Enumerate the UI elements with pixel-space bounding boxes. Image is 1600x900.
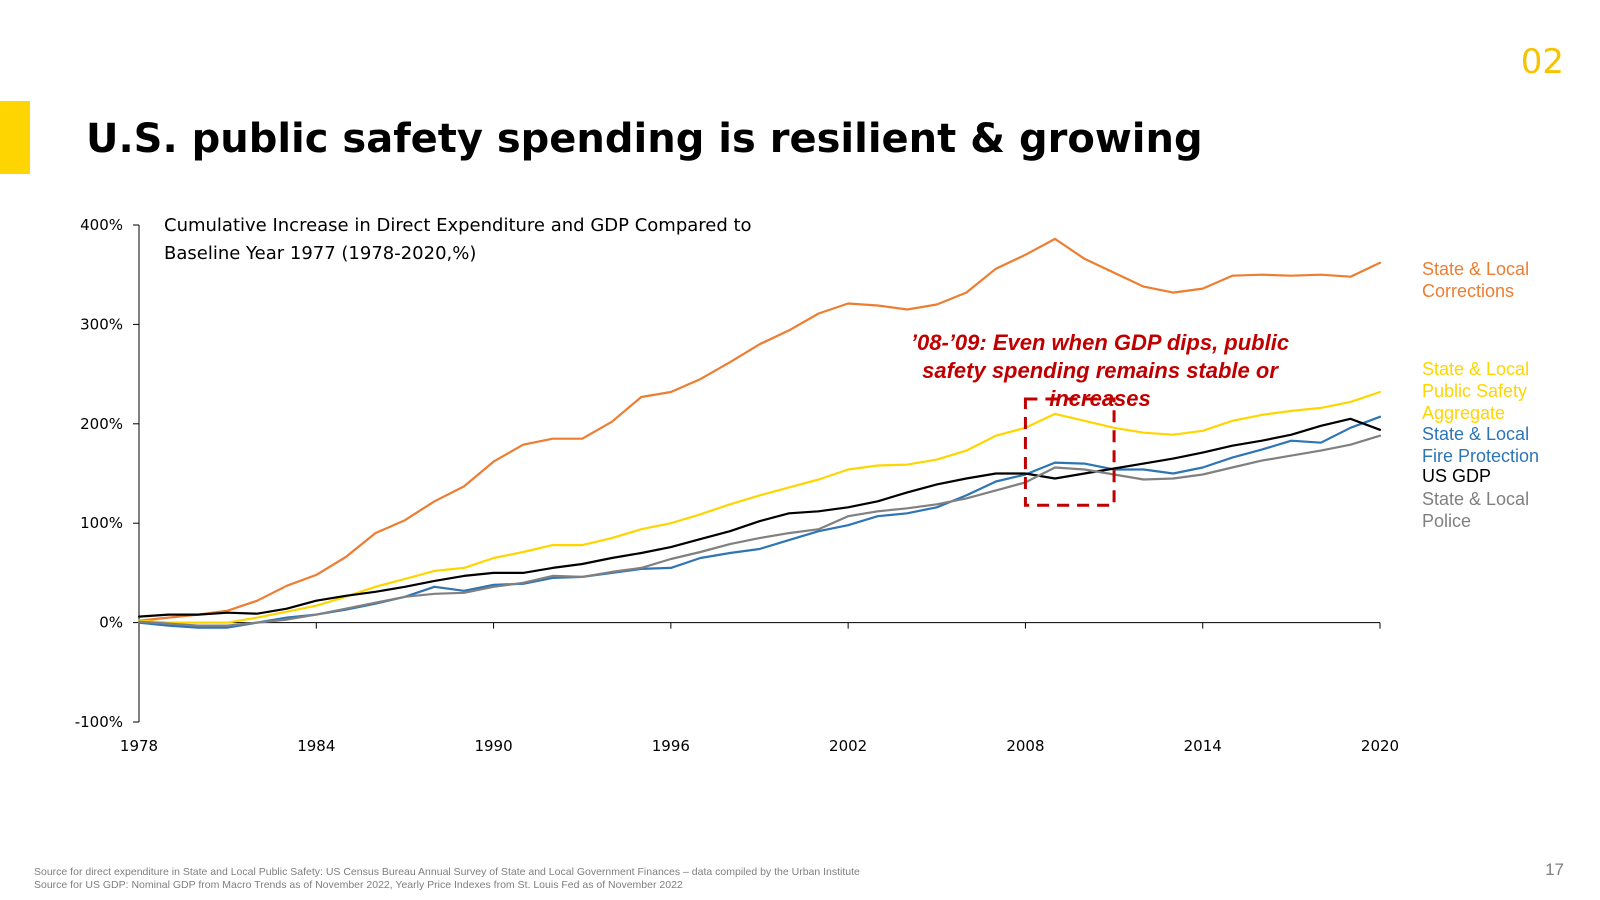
legend-label-1: Corrections [1422,281,1514,301]
legend-label-1: State & Local [1422,259,1529,279]
x-tick-label: 2008 [1006,737,1044,755]
y-tick-label: 400% [80,216,123,234]
legend-label-2: State & Local [1422,359,1529,379]
legend-label-4: US GDP [1422,466,1491,486]
source-note-expenditure: Source for direct expenditure in State a… [34,866,860,878]
x-tick-label: 2014 [1184,737,1222,755]
x-tick-label: 1984 [297,737,335,755]
y-tick-label: 200% [80,415,123,433]
series-line-1 [137,237,1382,622]
annotation-text-line-1: ’08-’09: Even when GDP dips, public [911,330,1289,355]
slide-title: U.S. public safety spending is resilient… [86,116,1203,162]
chart-series [137,237,1382,629]
legend-label-2: Public Safety [1422,381,1527,401]
source-note-gdp: Source for US GDP: Nominal GDP from Macr… [34,879,683,891]
y-tick-label: 300% [80,315,123,333]
series-line-5 [137,434,1382,627]
highlight-box [1023,397,1116,507]
chart-title-line-2: Baseline Year 1977 (1978-2020,%) [164,243,476,264]
accent-bar [0,101,30,174]
page-number: 17 [1545,860,1564,879]
chart-annotation: ’08-’09: Even when GDP dips, public safet… [911,330,1289,507]
x-tick-label: 2002 [829,737,867,755]
series-line-2 [137,390,1382,624]
legend-label-5: Police [1422,511,1471,531]
annotation-text-line-3: increases [1049,386,1151,411]
y-tick-label: -100% [75,713,123,731]
x-tick-label: 1990 [474,737,512,755]
chart-axes: -100% 0% 100% 200% 300% 400% 1978 1984 1990 1996 2… [75,216,1399,755]
x-tick-label: 2020 [1361,737,1399,755]
chart-title: Cumulative Increase in Direct Expenditur… [164,215,752,264]
annotation-text-line-2: safety spending remains stable or [922,358,1279,383]
x-tick-label: 1996 [652,737,690,755]
series-line-4 [137,417,1382,618]
x-tick-label: 1978 [120,737,158,755]
legend-label-3: State & Local [1422,424,1529,444]
chart-title-line-1: Cumulative Increase in Direct Expenditur… [164,215,752,236]
y-tick-label: 0% [99,614,123,632]
section-number: 02 [1520,42,1564,82]
legend-label-2: Aggregate [1422,403,1505,423]
legend-label-5: State & Local [1422,489,1529,509]
y-tick-label: 100% [80,514,123,532]
legend-label-3: Fire Protection [1422,446,1539,466]
